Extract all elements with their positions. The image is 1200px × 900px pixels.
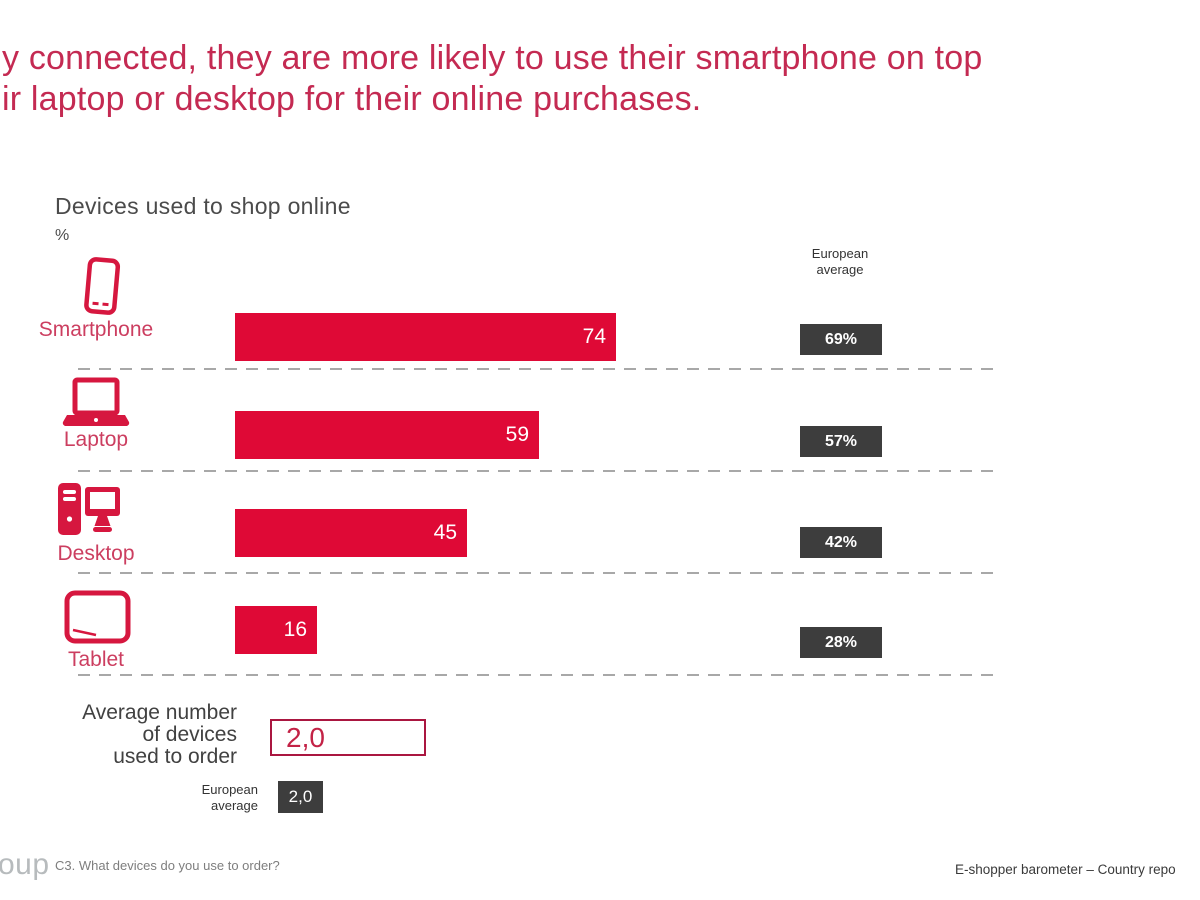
chart-title: Devices used to shop online — [55, 193, 351, 219]
device-label-desktop: Desktop — [57, 542, 135, 565]
device-label-smartphone: Smartphone — [38, 318, 154, 341]
slide-title-line1: y connected, they are more likely to use… — [2, 39, 983, 77]
row-separator — [78, 368, 995, 370]
survey-question-footnote: C3. What devices do you use to order? — [55, 858, 280, 873]
bar-value-tablet: 16 — [283, 618, 307, 641]
device-label-tablet: Tablet — [67, 648, 125, 671]
bar-value-desktop: 45 — [433, 521, 457, 544]
desktop-icon — [56, 480, 120, 547]
row-separator — [78, 674, 995, 676]
tablet-icon — [64, 588, 132, 651]
european-average-badge-laptop: 57% — [800, 426, 882, 457]
slide-title: y connected, they are more likely to use… — [2, 38, 982, 120]
average-devices-value: 2,0 — [286, 722, 325, 753]
bar-value-laptop: 59 — [505, 423, 529, 446]
average-devices-ea-label-line2: average — [211, 798, 258, 813]
european-average-header-line2: average — [816, 262, 864, 277]
average-devices-label-line2: of devices — [142, 723, 237, 746]
brand-logo-fragment: oup — [0, 848, 50, 881]
average-devices-ea-label-line1: European — [201, 782, 258, 797]
bar-value-smartphone: 74 — [582, 325, 606, 348]
bar-tablet: 16 — [235, 606, 317, 654]
average-devices-value-box: 2,0 — [270, 719, 426, 756]
average-devices-label: Average number of devices used to order — [20, 702, 237, 768]
european-average-badge-desktop: 42% — [800, 527, 882, 558]
average-devices-ea-label: European average — [150, 782, 258, 814]
laptop-icon — [62, 376, 130, 437]
chart-unit-label: % — [55, 227, 70, 244]
average-devices-ea-value-badge: 2,0 — [278, 781, 323, 813]
bar-laptop: 59 — [235, 411, 539, 459]
average-devices-label-line3: used to order — [113, 745, 237, 768]
row-separator — [78, 470, 995, 472]
bar-smartphone: 74 — [235, 313, 616, 361]
european-average-badge-tablet: 28% — [800, 627, 882, 658]
european-average-header-line1: European — [811, 246, 869, 261]
slide-title-line2: ir laptop or desktop for their online pu… — [2, 80, 702, 118]
european-average-header: European average — [785, 246, 895, 278]
device-label-laptop: Laptop — [63, 428, 129, 451]
bar-desktop: 45 — [235, 509, 467, 557]
european-average-badge-smartphone: 69% — [800, 324, 882, 355]
row-separator — [78, 572, 995, 574]
average-devices-label-line1: Average number — [82, 701, 237, 724]
report-source-label: E-shopper barometer – Country repo — [955, 862, 1176, 877]
smartphone-icon — [80, 256, 124, 323]
